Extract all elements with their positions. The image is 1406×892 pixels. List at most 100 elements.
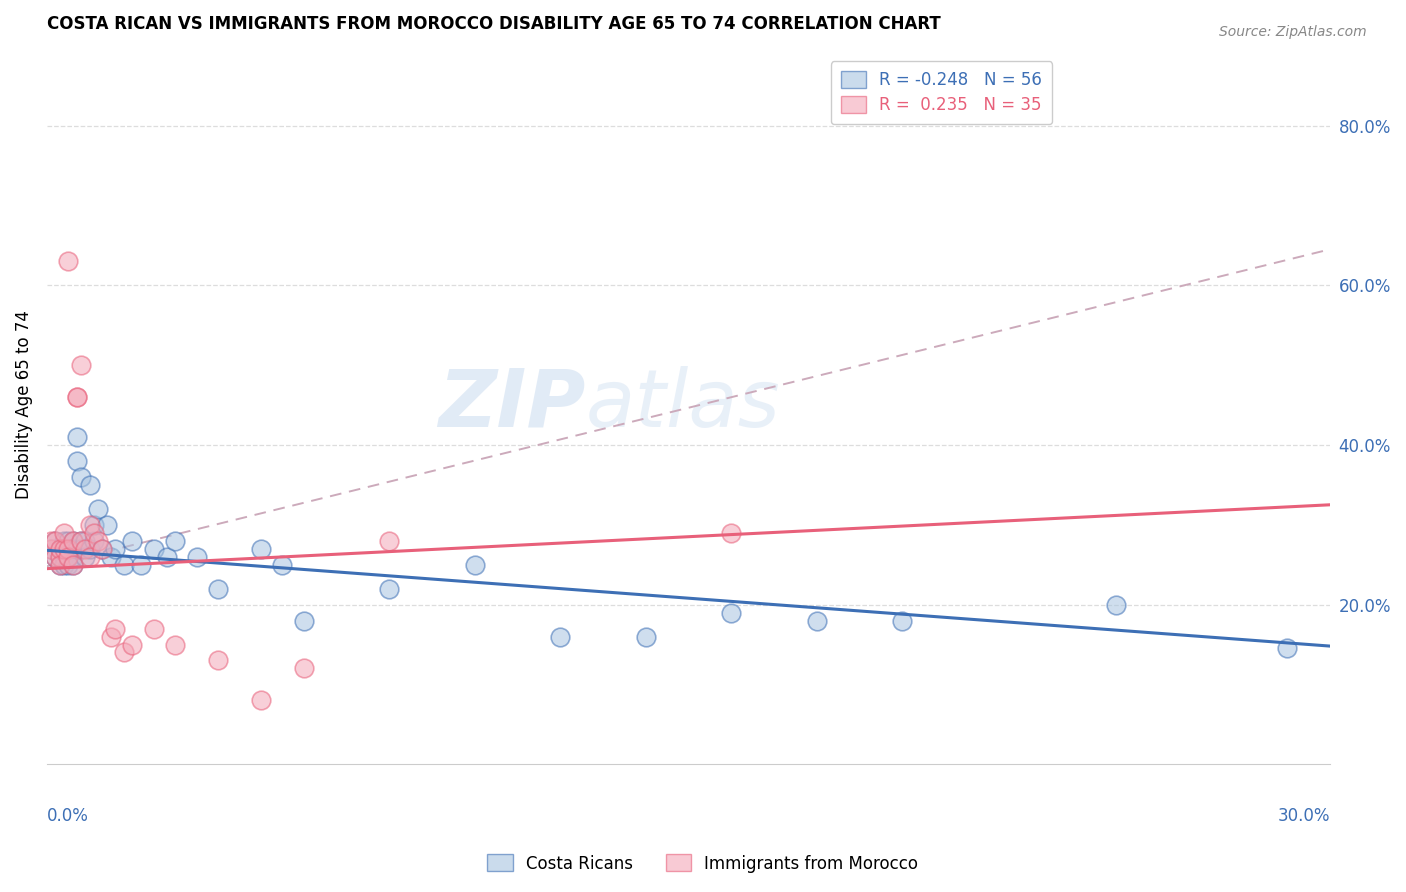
Point [48, 558, 70, 572]
Point [112, 645, 135, 659]
Point [79, 478, 101, 492]
Point [53, 541, 76, 556]
Point [83, 525, 105, 540]
Point [58, 549, 80, 564]
Point [39, 541, 62, 556]
Point [79, 541, 101, 556]
Point [121, 638, 143, 652]
Point [70, 541, 93, 556]
Point [70, 358, 93, 372]
Point [53, 533, 76, 548]
Point [207, 582, 229, 596]
Point [48, 541, 70, 556]
Point [66, 430, 89, 444]
Point [58, 558, 80, 572]
Point [70, 533, 93, 548]
Point [58, 541, 80, 556]
Point [87, 533, 110, 548]
Point [207, 653, 229, 667]
Point [142, 622, 165, 636]
Point [53, 541, 76, 556]
Point [165, 533, 187, 548]
Point [83, 517, 105, 532]
Legend: Costa Ricans, Immigrants from Morocco: Costa Ricans, Immigrants from Morocco [481, 847, 925, 880]
Point [720, 525, 742, 540]
Point [39, 541, 62, 556]
Point [70, 470, 93, 484]
Y-axis label: Disability Age 65 to 74: Disability Age 65 to 74 [15, 310, 32, 500]
Point [58, 549, 80, 564]
Text: atlas: atlas [586, 366, 780, 444]
Point [53, 558, 76, 572]
Point [58, 541, 80, 556]
Point [58, 533, 80, 548]
Point [1277, 641, 1299, 656]
Point [39, 533, 62, 548]
Point [79, 549, 101, 564]
Point [634, 630, 657, 644]
Point [70, 533, 93, 548]
Point [53, 549, 76, 564]
Point [548, 630, 571, 644]
Point [165, 638, 187, 652]
Point [44, 549, 66, 564]
Point [44, 533, 66, 548]
Point [271, 558, 294, 572]
Point [79, 517, 101, 532]
Point [62, 533, 84, 548]
Point [292, 661, 315, 675]
Point [75, 549, 97, 564]
Point [62, 558, 84, 572]
Point [378, 582, 401, 596]
Point [75, 541, 97, 556]
Point [100, 549, 122, 564]
Point [720, 606, 742, 620]
Point [806, 614, 828, 628]
Point [121, 533, 143, 548]
Point [75, 533, 97, 548]
Point [48, 549, 70, 564]
Point [96, 517, 118, 532]
Point [48, 541, 70, 556]
Point [91, 541, 114, 556]
Text: 0.0%: 0.0% [46, 807, 89, 825]
Point [249, 541, 271, 556]
Point [58, 254, 80, 268]
Point [62, 558, 84, 572]
Point [66, 454, 89, 468]
Point [66, 390, 89, 404]
Point [87, 501, 110, 516]
Point [104, 622, 127, 636]
Text: Source: ZipAtlas.com: Source: ZipAtlas.com [1219, 25, 1367, 39]
Point [66, 390, 89, 404]
Text: ZIP: ZIP [439, 366, 586, 444]
Point [53, 525, 76, 540]
Text: 30.0%: 30.0% [1278, 807, 1330, 825]
Point [129, 558, 152, 572]
Point [62, 549, 84, 564]
Point [142, 541, 165, 556]
Point [44, 533, 66, 548]
Point [48, 549, 70, 564]
Point [83, 533, 105, 548]
Point [44, 549, 66, 564]
Text: COSTA RICAN VS IMMIGRANTS FROM MOROCCO DISABILITY AGE 65 TO 74 CORRELATION CHART: COSTA RICAN VS IMMIGRANTS FROM MOROCCO D… [46, 15, 941, 33]
Point [112, 558, 135, 572]
Point [249, 693, 271, 707]
Point [91, 541, 114, 556]
Point [156, 549, 179, 564]
Point [464, 558, 486, 572]
Legend: R = -0.248   N = 56, R =  0.235   N = 35: R = -0.248 N = 56, R = 0.235 N = 35 [831, 62, 1052, 124]
Point [62, 533, 84, 548]
Point [48, 558, 70, 572]
Point [186, 549, 208, 564]
Point [66, 541, 89, 556]
Point [62, 541, 84, 556]
Point [104, 541, 127, 556]
Point [58, 549, 80, 564]
Point [100, 630, 122, 644]
Point [1105, 598, 1128, 612]
Point [292, 614, 315, 628]
Point [891, 614, 914, 628]
Point [378, 533, 401, 548]
